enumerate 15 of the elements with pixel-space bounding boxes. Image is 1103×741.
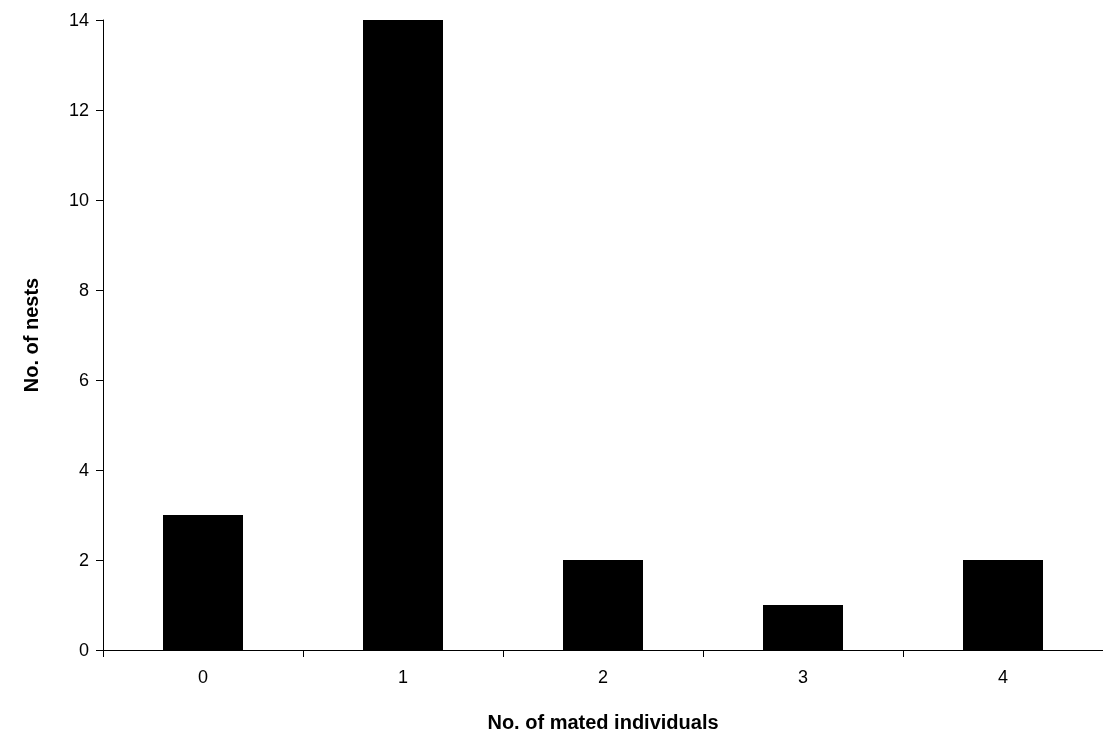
x-tick-label: 3 (797, 667, 809, 687)
y-tick-label: 14 (68, 10, 89, 30)
y-tick-label: 2 (78, 550, 89, 570)
y-tick-label: 6 (78, 370, 89, 390)
y-axis-title: No. of nests (20, 277, 42, 393)
x-tick-label: 0 (197, 667, 209, 687)
y-tick-label: 4 (78, 460, 89, 480)
x-tick-label: 4 (997, 667, 1009, 687)
y-tick-label: 0 (78, 640, 89, 660)
y-tick-label: 8 (78, 280, 89, 300)
y-tick-label: 10 (68, 190, 89, 210)
x-tick-label: 1 (397, 667, 409, 687)
x-tick-label: 2 (597, 667, 609, 687)
x-axis-title: No. of mated individuals (487, 711, 719, 733)
y-tick-label: 12 (68, 100, 89, 120)
